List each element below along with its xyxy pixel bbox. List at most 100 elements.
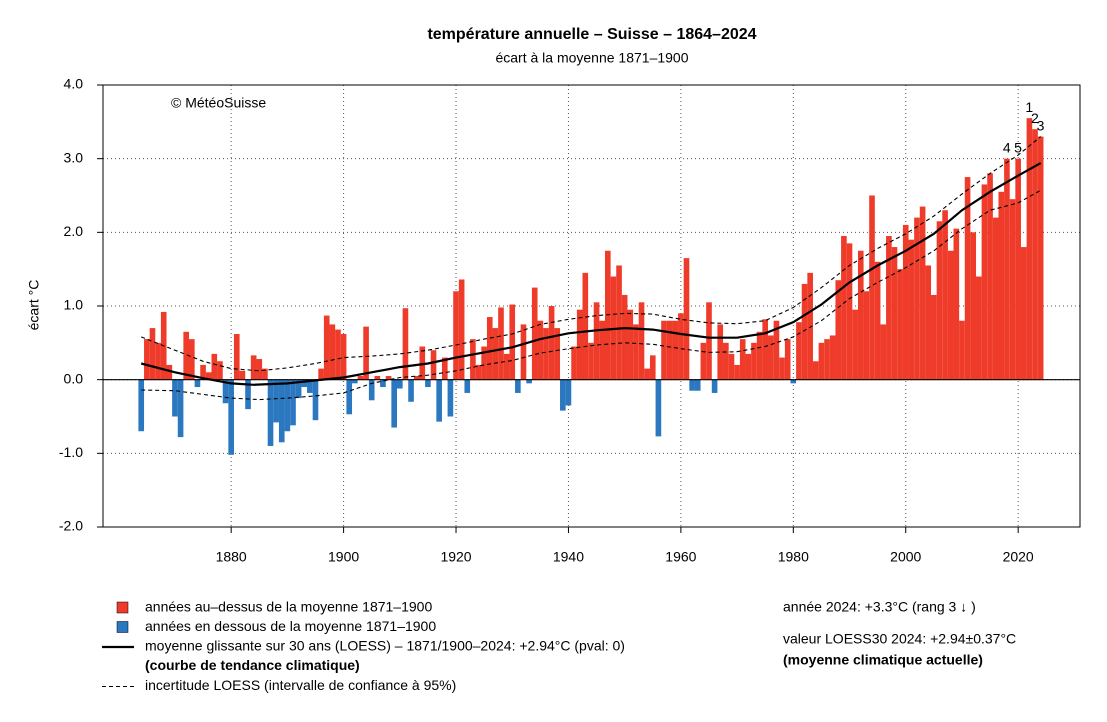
bar [273, 379, 279, 423]
bar [807, 272, 813, 380]
bar [576, 309, 583, 380]
legend-swatch [116, 601, 129, 614]
bar [453, 291, 459, 380]
bar [194, 379, 201, 388]
bar [936, 221, 943, 380]
y-tick-label: 3.0 [64, 149, 84, 165]
bar [509, 304, 516, 380]
bar [959, 320, 965, 380]
bar [723, 342, 729, 380]
bar [346, 379, 353, 415]
bar [649, 355, 656, 380]
bar [964, 177, 971, 380]
bar [548, 306, 555, 380]
bar [582, 272, 589, 380]
bar [543, 328, 549, 380]
bar [571, 346, 577, 380]
bar [183, 331, 190, 380]
bar [436, 379, 442, 422]
bar [852, 309, 858, 380]
bar [863, 291, 870, 380]
bar [307, 379, 313, 393]
bar [554, 328, 561, 380]
x-tick-label: 1960 [665, 549, 696, 565]
bar [228, 379, 234, 455]
bar [891, 247, 898, 380]
bar [430, 350, 437, 380]
bar [914, 217, 920, 380]
bar [655, 379, 662, 437]
legend-label: moyenne glissante sur 30 ans (LOESS) – 1… [145, 638, 625, 654]
bar [1026, 118, 1033, 380]
bar [262, 368, 268, 380]
bar [869, 195, 875, 380]
bar [441, 357, 448, 380]
rank-label: 5 [1014, 139, 1022, 155]
plot-frame [102, 84, 1081, 528]
bar [256, 359, 263, 380]
bar [295, 379, 302, 399]
bar [700, 342, 707, 380]
bar [211, 353, 218, 380]
bar [953, 228, 960, 380]
bar [352, 379, 358, 384]
rank-label: 1 [1025, 99, 1033, 115]
bar [402, 308, 409, 380]
bar [492, 328, 499, 380]
bar [874, 261, 881, 380]
bar [419, 346, 426, 380]
x-tick-label: 2000 [890, 549, 921, 565]
bar [464, 379, 471, 393]
y-axis-label: écart °C [26, 280, 42, 331]
x-tick-label: 2020 [1003, 549, 1034, 565]
bar [515, 379, 521, 393]
bar [363, 326, 369, 380]
bar [739, 339, 746, 380]
bar [1004, 158, 1010, 380]
bar [318, 368, 324, 380]
legend-swatch [116, 621, 129, 633]
bar [205, 372, 212, 380]
bar [425, 379, 431, 388]
bar [678, 313, 684, 380]
bar [768, 335, 774, 380]
bar [498, 307, 504, 380]
bar [1009, 199, 1016, 380]
bar [503, 353, 510, 380]
bar [391, 379, 397, 428]
info-label: année 2024: +3.3°C (rang 3 ↓ ) [783, 599, 976, 615]
bar [706, 302, 712, 380]
bar [520, 324, 527, 380]
bar [666, 320, 673, 380]
bar [784, 339, 791, 380]
bar [267, 379, 274, 446]
bar [284, 379, 291, 432]
bar [470, 339, 476, 380]
bar [565, 379, 572, 406]
y-tick-label: 1.0 [64, 297, 84, 313]
bar [633, 324, 639, 380]
bar [301, 379, 308, 388]
credit: © MétéoSuisse [171, 95, 266, 111]
bar [970, 232, 977, 380]
bar [683, 258, 690, 380]
bar [278, 379, 285, 443]
bar [408, 379, 414, 402]
bar [947, 250, 954, 380]
bar [762, 319, 769, 380]
bar [981, 184, 988, 380]
bar [138, 379, 145, 432]
bar [380, 379, 386, 388]
bar [672, 320, 679, 380]
bar [413, 375, 420, 380]
bar [627, 309, 634, 380]
legend-label: années en dessous de la moyenne 1871–190… [145, 618, 436, 634]
bar [335, 329, 341, 380]
bar [458, 279, 465, 380]
bar [593, 302, 600, 380]
bar [621, 294, 628, 380]
bar [290, 379, 296, 426]
bar [818, 342, 825, 380]
bar [835, 280, 842, 380]
bar [846, 243, 853, 380]
